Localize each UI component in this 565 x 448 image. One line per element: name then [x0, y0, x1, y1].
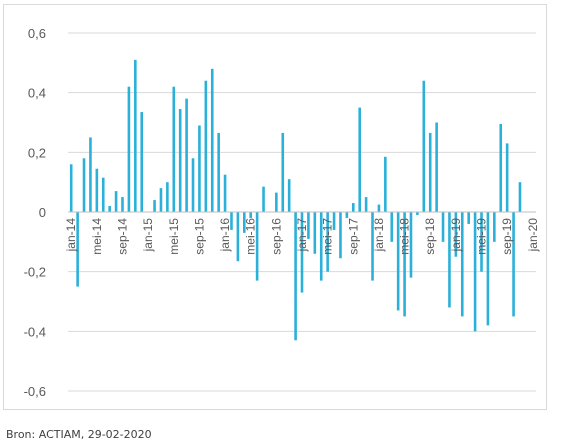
bar — [339, 212, 342, 259]
bar — [287, 179, 291, 212]
bar-chart: 0,6 0,4 0,2 0 -0,2 -0,4 -0,6 jan-14 mei-14 sep-14… — [24, 26, 540, 399]
bar — [191, 158, 195, 212]
bar — [89, 137, 92, 212]
bar — [486, 212, 490, 326]
bar — [198, 125, 201, 212]
bar — [403, 212, 406, 317]
bar — [416, 212, 419, 215]
x-tick-label: mei-16 — [244, 218, 258, 255]
bar — [345, 212, 349, 218]
bar — [300, 212, 304, 293]
y-tick-label: 0,6 — [28, 26, 46, 41]
bar — [166, 182, 169, 212]
bar — [428, 132, 432, 212]
x-tick-label: jan-16 — [218, 218, 232, 253]
bar — [377, 204, 381, 212]
bar — [499, 123, 503, 212]
y-tick-label: -0,2 — [24, 265, 46, 280]
x-tick-label: jan-14 — [64, 218, 78, 253]
x-tick-label: sep-14 — [115, 218, 129, 255]
x-tick-label: jan-19 — [449, 218, 463, 253]
x-tick-label: sep-18 — [423, 218, 437, 255]
y-tick-label: -0,4 — [24, 324, 46, 339]
x-tick-label: jan-17 — [295, 218, 309, 253]
x-tick-label: mei-17 — [321, 218, 335, 255]
bar — [326, 212, 329, 272]
bar — [69, 164, 73, 212]
bar — [210, 68, 214, 212]
bar — [351, 203, 355, 212]
bar — [505, 143, 509, 212]
bar — [371, 212, 374, 281]
bar — [178, 109, 182, 212]
bar — [76, 212, 79, 287]
bar — [467, 212, 470, 224]
bar — [185, 98, 188, 212]
bar — [82, 158, 86, 212]
bar — [435, 122, 438, 212]
bar — [223, 174, 227, 212]
bar — [364, 197, 368, 212]
bar — [249, 212, 253, 218]
bar — [204, 80, 208, 212]
bar — [243, 212, 246, 233]
x-tick-label: jan-20 — [526, 218, 540, 253]
bar — [101, 177, 105, 212]
bar — [396, 212, 400, 311]
y-tick-label: 0,4 — [28, 86, 46, 101]
bar — [95, 168, 99, 212]
bar — [255, 212, 259, 281]
bar — [127, 86, 131, 212]
bar — [159, 188, 163, 212]
bar — [275, 192, 278, 212]
y-tick-label: 0,2 — [28, 145, 46, 160]
bar — [390, 212, 394, 242]
x-tick-label: sep-17 — [346, 218, 360, 255]
bar — [448, 212, 451, 308]
bar — [230, 212, 233, 230]
y-tick-label: 0 — [39, 205, 46, 220]
bar — [480, 212, 483, 272]
bar — [384, 156, 387, 212]
bar — [493, 212, 496, 242]
bar — [512, 212, 515, 317]
x-tick-label: mei-14 — [90, 218, 104, 255]
chart-frame: 0,6 0,4 0,2 0 -0,2 -0,4 -0,6 jan-14 mei-14 sep-14… — [3, 4, 547, 410]
x-tick-label: mei-18 — [398, 218, 412, 255]
bar — [114, 191, 118, 212]
bar — [441, 212, 445, 242]
bar — [473, 212, 477, 332]
bar — [134, 59, 137, 212]
x-tick-label: mei-19 — [475, 218, 489, 255]
bar — [409, 212, 413, 278]
bar — [153, 200, 156, 212]
bar — [108, 206, 111, 212]
bar — [358, 107, 361, 212]
bar — [518, 182, 522, 212]
bar — [172, 86, 176, 212]
bar — [217, 132, 220, 212]
bar — [332, 212, 336, 230]
source-note: Bron: ACTIAM, 29-02-2020 — [6, 428, 152, 441]
x-tick-label: sep-15 — [192, 218, 206, 255]
bar — [422, 80, 426, 212]
x-tick-label: sep-16 — [269, 218, 283, 255]
x-tick-label: sep-19 — [500, 218, 514, 255]
bar — [140, 112, 144, 212]
bar — [262, 186, 265, 212]
bar — [236, 212, 240, 262]
x-tick-label: mei-15 — [167, 218, 181, 255]
bar — [319, 212, 323, 281]
x-tick-label: jan-18 — [372, 218, 386, 253]
bar — [454, 212, 458, 257]
bar — [281, 132, 285, 212]
bar — [121, 197, 124, 212]
bar — [313, 212, 317, 254]
bar — [294, 212, 297, 341]
x-tick-label: jan-15 — [141, 218, 155, 253]
y-tick-label: -0,6 — [24, 384, 46, 399]
bar — [460, 212, 464, 317]
bar — [307, 212, 310, 239]
